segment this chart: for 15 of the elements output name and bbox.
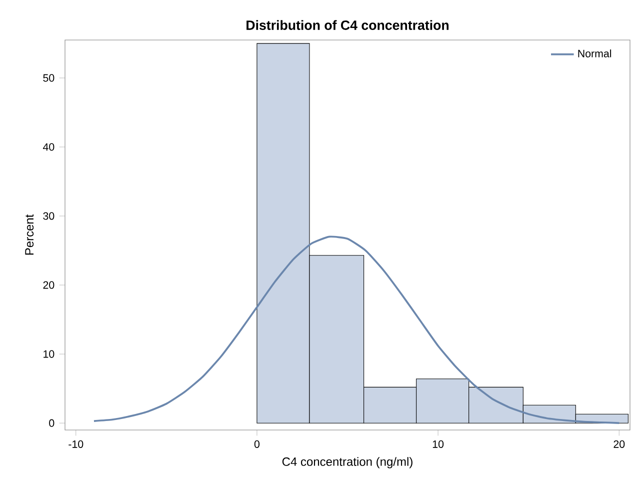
y-tick-label: 10 <box>44 350 54 358</box>
y-tick-label: 50 <box>43 74 54 82</box>
y-tick-label: 20 <box>43 281 54 289</box>
x-tick-label: 10 <box>432 440 444 448</box>
x-tick-label: 0 <box>254 440 260 448</box>
y-axis-title: Percent <box>25 214 34 255</box>
y-tick-label: 40 <box>42 143 54 151</box>
x-axis-title: C4 concentration (ng/ml) <box>282 457 412 468</box>
x-tick-label: -10 <box>68 440 84 448</box>
chart-title: Distribution of C4 concentration <box>246 20 449 30</box>
y-tick-label: 0 <box>49 419 54 427</box>
line-series <box>93 236 620 424</box>
y-tick-label: 30 <box>43 212 54 220</box>
legend-label: Normal <box>578 49 612 58</box>
x-tick-label: 20 <box>614 440 625 448</box>
